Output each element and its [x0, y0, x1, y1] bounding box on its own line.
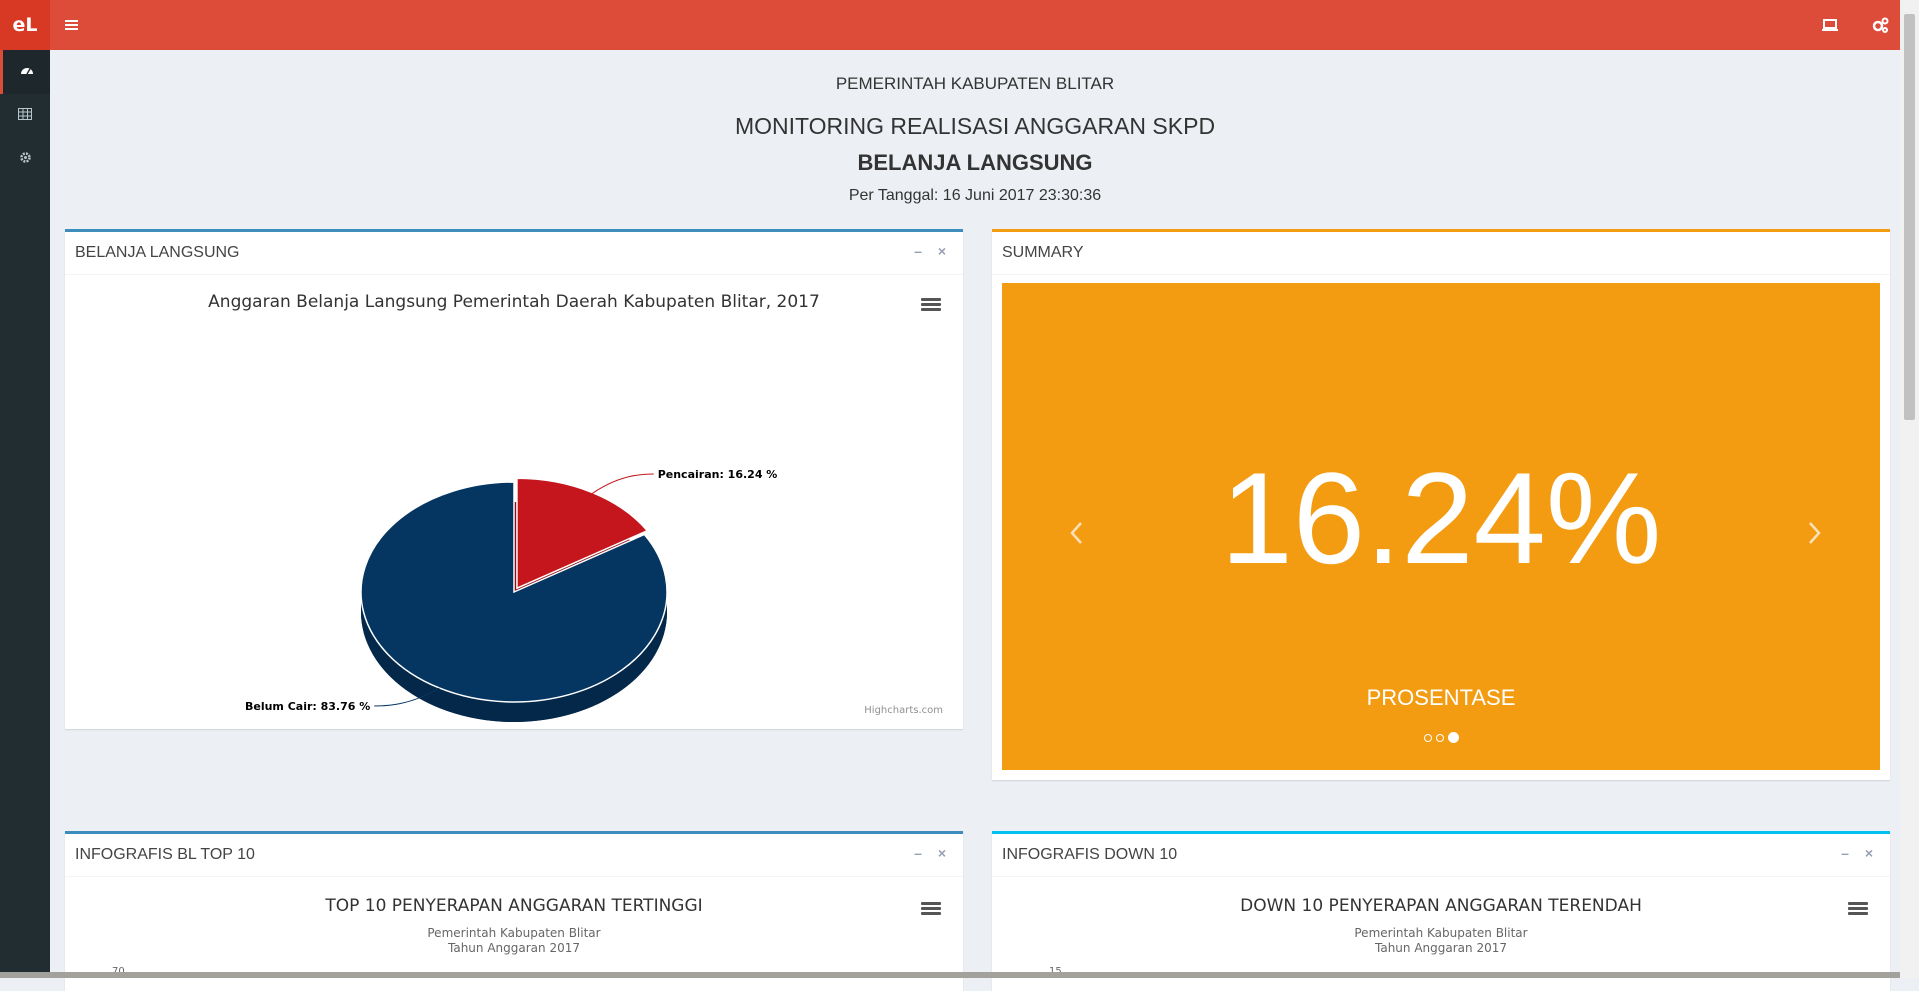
cogs-icon[interactable]	[1869, 14, 1891, 36]
pie-slice-belum-cair[interactable]	[360, 481, 668, 703]
top-navbar: eL	[0, 0, 1900, 50]
report-date: Per Tanggal: 16 Juni 2017 23:30:36	[848, 187, 1102, 204]
carousel-dot-active[interactable]	[1447, 732, 1459, 744]
y-axis-tick: 70	[112, 966, 125, 977]
sidebar-item-table[interactable]	[0, 94, 50, 138]
laptop-icon[interactable]	[1819, 14, 1841, 36]
pie-slice-pencairan[interactable]	[516, 477, 649, 590]
pie-connector	[588, 473, 654, 497]
down10-chart-subtitle-2: Tahun Anggaran 2017	[1375, 941, 1507, 955]
panel-title: SUMMARY	[1002, 244, 1084, 261]
pie-data-label: Belum Cair: 83.76 %	[245, 700, 370, 713]
summary-percentage: 16.24%	[1220, 445, 1662, 591]
panel-belanja-langsung: BELANJA LANGSUNG – × Anggaran Belanja La…	[65, 229, 963, 729]
sidebar-item-settings[interactable]	[0, 138, 50, 182]
sidebar	[0, 50, 50, 978]
hamburger-icon[interactable]	[62, 15, 82, 35]
panel-title: INFOGRAFIS DOWN 10	[1002, 846, 1178, 863]
panel-header: INFOGRAFIS BL TOP 10 – ×	[65, 834, 963, 877]
pie-chart: Pencairan: 16.24 %Belum Cair: 83.76 % Pe…	[245, 468, 778, 722]
app-logo[interactable]: eL	[0, 0, 50, 50]
scrollbar-thumb[interactable]	[1904, 14, 1915, 420]
pie-chart-title: Anggaran Belanja Langsung Pemerintah Dae…	[208, 292, 820, 312]
carousel-prev-button[interactable]	[1062, 513, 1092, 553]
summary-caption: PROSENTASE	[1366, 685, 1516, 710]
top10-chart-title: TOP 10 PENYERAPAN ANGGARAN TERTINGGI	[325, 896, 703, 916]
close-icon[interactable]: ×	[937, 845, 947, 861]
carousel-dot[interactable]	[1423, 733, 1432, 742]
table-icon	[18, 107, 32, 125]
collapse-icon[interactable]: –	[914, 845, 922, 861]
carousel-dot[interactable]	[1435, 733, 1444, 742]
down10-chart-subtitle-1: Pemerintah Kabupaten Blitar	[1354, 926, 1528, 940]
y-axis-tick: 15	[1049, 966, 1062, 977]
dashboard-icon	[20, 63, 34, 82]
close-icon[interactable]: ×	[937, 243, 947, 259]
sidebar-item-dashboard[interactable]	[0, 50, 50, 94]
panel-header: SUMMARY	[992, 232, 1890, 275]
chart-credit[interactable]: Highcharts.com	[864, 705, 943, 716]
carousel-indicators	[1002, 729, 1880, 747]
collapse-icon[interactable]: –	[1841, 845, 1849, 861]
chart-menu-icon[interactable]	[921, 900, 941, 918]
summary-carousel: 16.24% PROSENTASE	[1002, 283, 1880, 770]
panel-infografis-top10: INFOGRAFIS BL TOP 10 – × TOP 10 PENYERAP…	[65, 831, 963, 991]
close-icon[interactable]: ×	[1864, 845, 1874, 861]
panel-infografis-down10: INFOGRAFIS DOWN 10 – × DOWN 10 PENYERAPA…	[992, 831, 1890, 991]
chart-menu-icon[interactable]	[921, 296, 941, 314]
panel-title: BELANJA LANGSUNG	[75, 244, 240, 261]
panel-header: INFOGRAFIS DOWN 10 – ×	[992, 834, 1890, 877]
panel-title: INFOGRAFIS BL TOP 10	[75, 846, 255, 863]
collapse-icon[interactable]: –	[914, 243, 922, 259]
down10-chart-title: DOWN 10 PENYERAPAN ANGGARAN TERENDAH	[1240, 896, 1642, 916]
gear-icon	[19, 151, 32, 169]
carousel-next-button[interactable]	[1799, 513, 1829, 553]
panel-summary: SUMMARY 16.24% PROSENTASE	[992, 229, 1890, 780]
top10-chart-subtitle-2: Tahun Anggaran 2017	[448, 941, 580, 955]
top10-chart-subtitle-1: Pemerintah Kabupaten Blitar	[427, 926, 601, 940]
page-subtitle: BELANJA LANGSUNG	[857, 150, 1093, 175]
panel-header: BELANJA LANGSUNG – ×	[65, 232, 963, 275]
page-title: MONITORING REALISASI ANGGARAN SKPD	[734, 113, 1216, 139]
org-name: PEMERINTAH KABUPATEN BLITAR	[835, 74, 1115, 93]
pie-connector	[374, 687, 440, 707]
pie-data-label: Pencairan: 16.24 %	[658, 468, 778, 481]
scrollbar[interactable]	[1900, 0, 1919, 978]
bottom-strip	[0, 972, 1900, 978]
chart-menu-icon[interactable]	[1848, 900, 1868, 918]
